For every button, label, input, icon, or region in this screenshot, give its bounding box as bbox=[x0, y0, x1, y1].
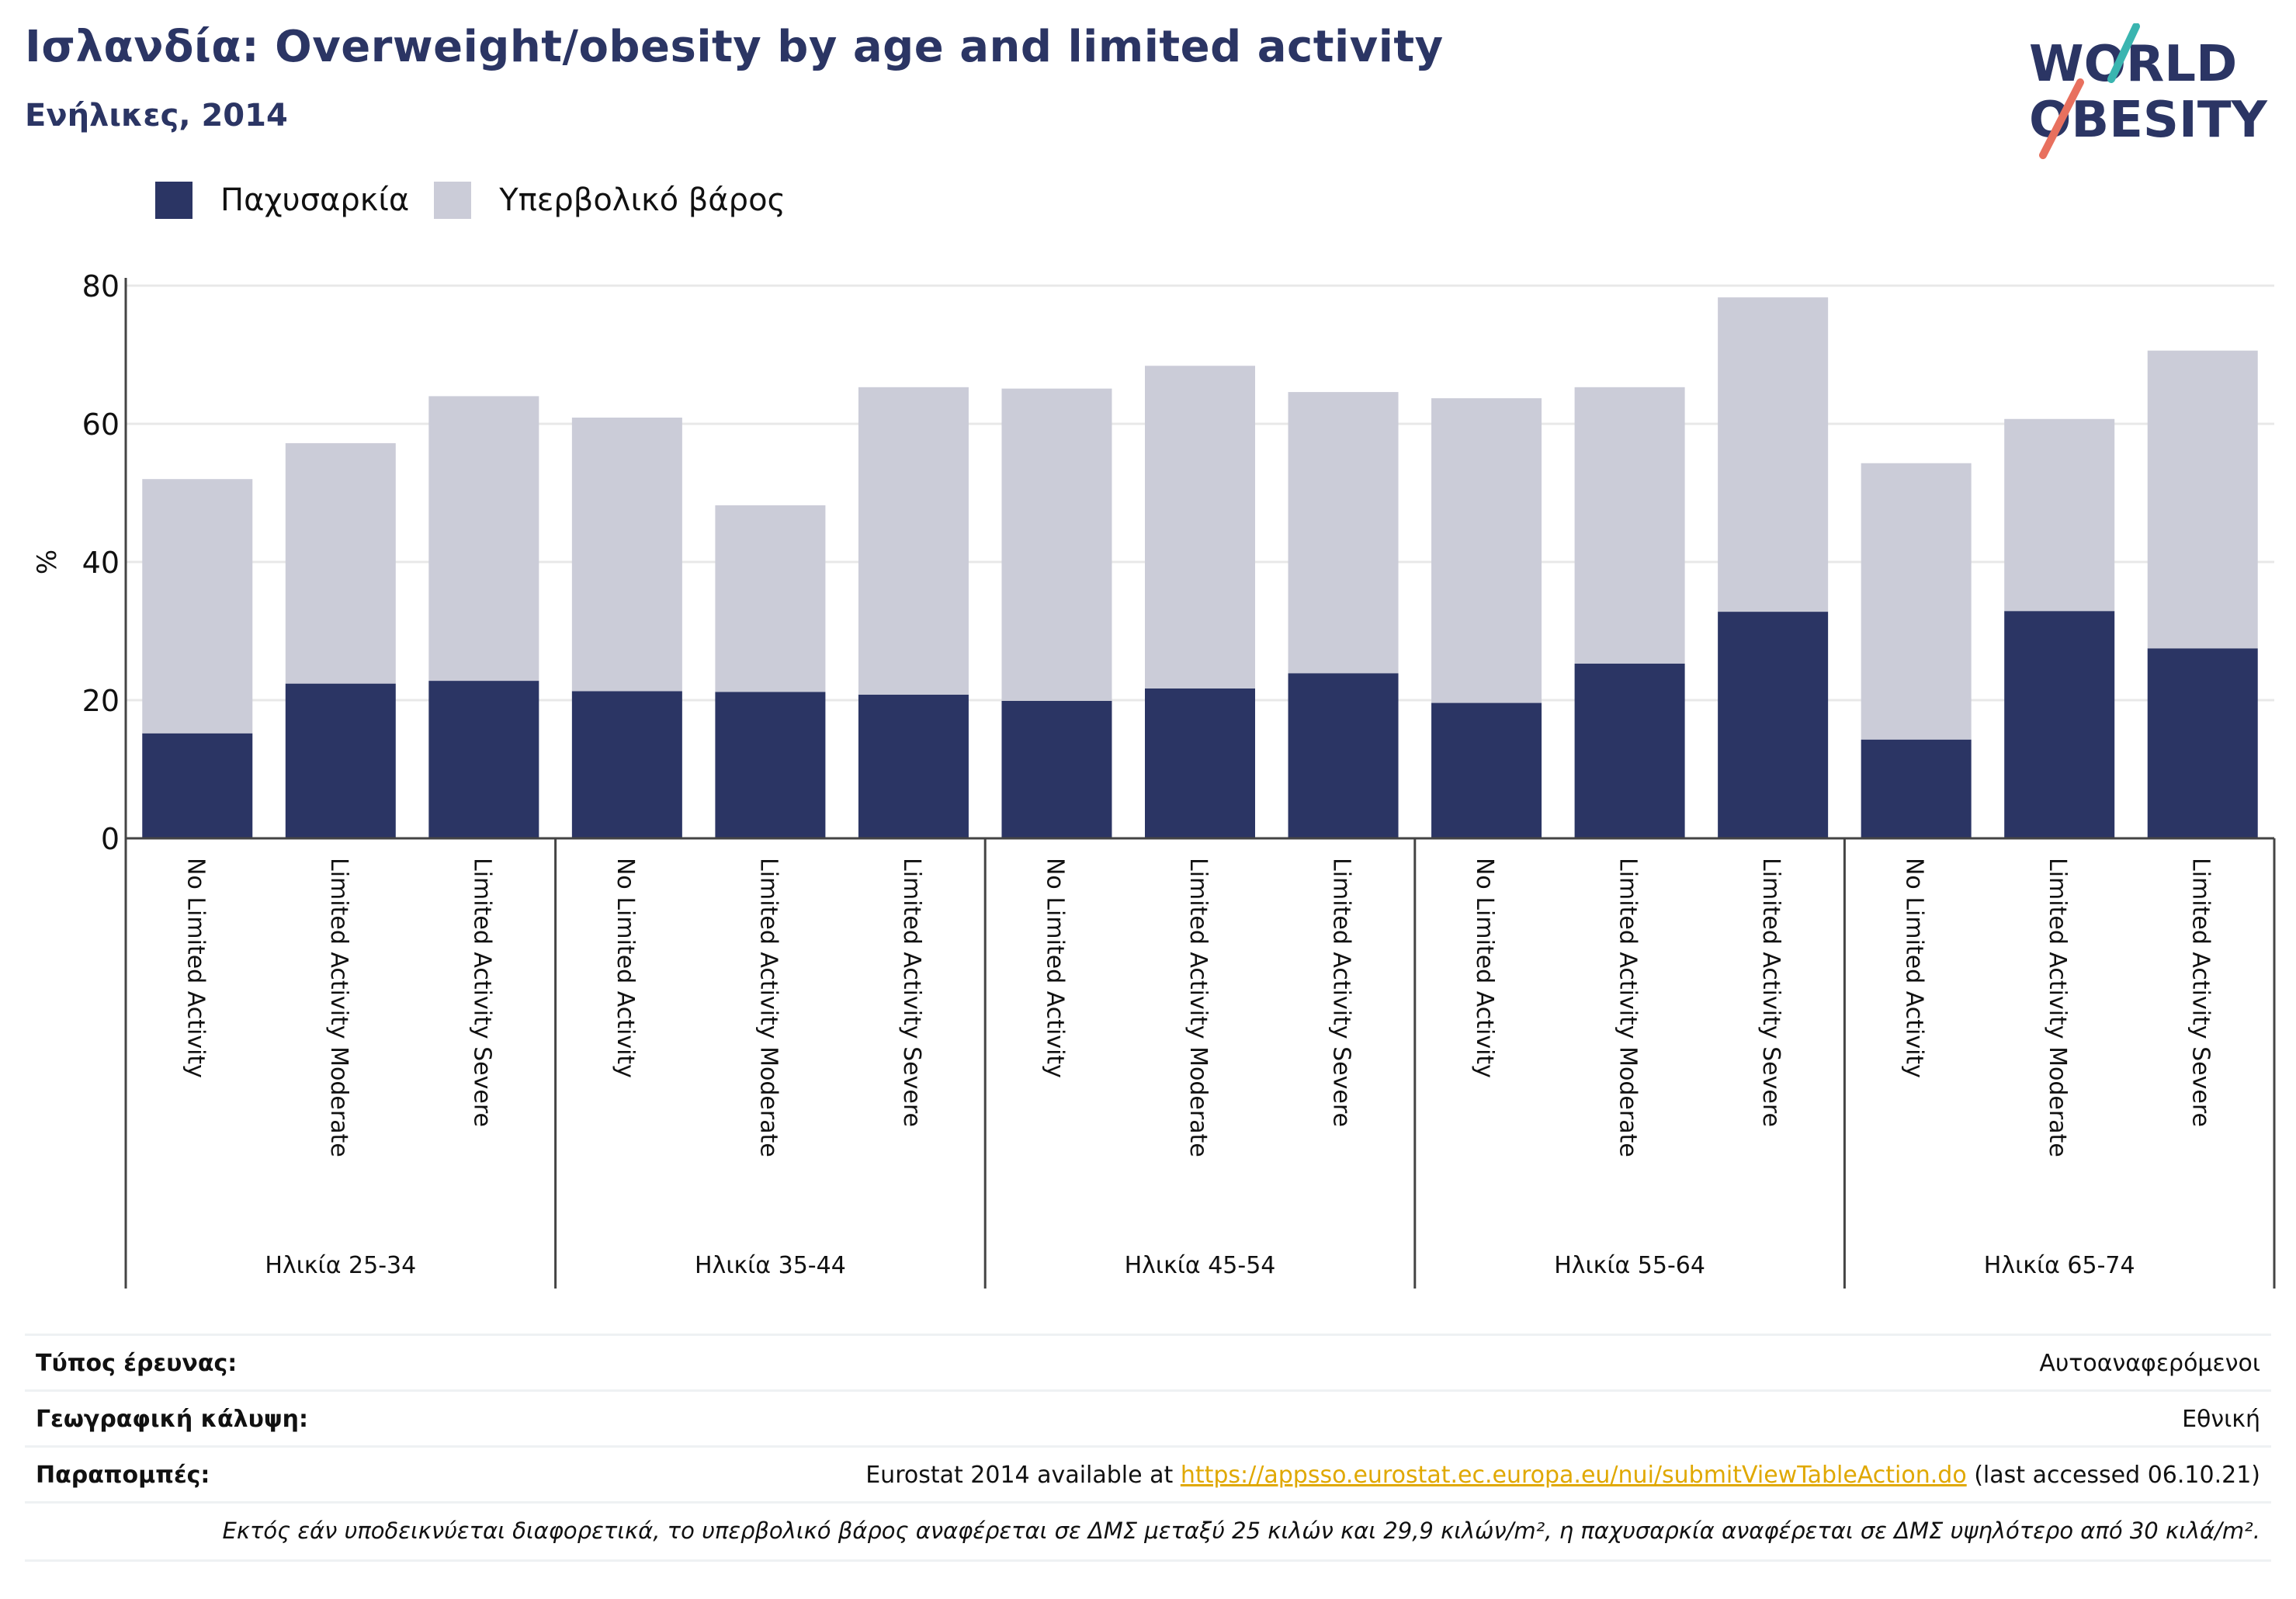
legend-item-obesity: Παχυσαρκία bbox=[155, 182, 409, 219]
info-row-note: Εκτός εάν υποδεικνύεται διαφορετικά, το … bbox=[25, 1501, 2271, 1562]
bar-overweight bbox=[1574, 387, 1685, 664]
bar-overweight bbox=[2147, 350, 2258, 649]
references-suffix: (last accessed 06.10.21) bbox=[1966, 1462, 2260, 1489]
chart-title: Ισλανδία: Overweight/obesity by age and … bbox=[25, 22, 1444, 72]
bar-obesity bbox=[285, 683, 396, 838]
legend-label-obesity: Παχυσαρκία bbox=[220, 182, 410, 218]
logo-slash-coral bbox=[2039, 78, 2084, 159]
info-row-coverage: Γεωγραφική κάλυψη: Εθνική bbox=[25, 1389, 2271, 1448]
x-tick-label: Limited Activity Moderate bbox=[1184, 858, 1212, 1157]
info-row-survey: Τύπος έρευνας: Αυτοαναφερόμενοι bbox=[25, 1334, 2271, 1392]
group-label: Ηλικία 55-64 bbox=[1554, 1252, 1705, 1279]
x-tick-label: No Limited Activity bbox=[1041, 858, 1068, 1078]
bar-overweight bbox=[571, 417, 682, 692]
bar-obesity bbox=[1288, 673, 1399, 838]
definition-note: Εκτός εάν υποδεικνύεται διαφορετικά, το … bbox=[222, 1517, 2261, 1544]
x-tick-label: Limited Activity Severe bbox=[1757, 858, 1784, 1127]
logo-slash-teal bbox=[2107, 23, 2140, 83]
legend: Παχυσαρκία Υπερβολικό βάρος bbox=[155, 177, 810, 224]
y-tick-label: 40 bbox=[82, 546, 120, 580]
x-tick-label: No Limited Activity bbox=[612, 858, 639, 1078]
bar-overweight bbox=[142, 479, 253, 734]
bar-obesity bbox=[428, 681, 539, 838]
x-tick-label: No Limited Activity bbox=[1901, 858, 1928, 1078]
chart-subtitle: Ενήλικες, 2014 bbox=[25, 98, 288, 134]
coverage-label: Γεωγραφική κάλυψη: bbox=[36, 1406, 309, 1433]
y-tick-label: 0 bbox=[101, 822, 120, 856]
stacked-bar-chart: 0 20 40 60 80% No Limited Activity Limited Act… bbox=[32, 269, 2276, 1289]
bar-obesity bbox=[1145, 688, 1255, 838]
x-tick-label: Limited Activity Moderate bbox=[1614, 858, 1642, 1157]
bar-overweight bbox=[1861, 463, 1972, 740]
legend-label-overweight: Υπερβολικό βάρος bbox=[499, 182, 786, 218]
x-tick-label: Limited Activity Moderate bbox=[325, 858, 352, 1157]
world-obesity-logo: WORLD OBESITY bbox=[2029, 23, 2267, 159]
x-tick-label: Limited Activity Moderate bbox=[754, 858, 782, 1157]
bar-obesity bbox=[1574, 663, 1685, 838]
bar-overweight bbox=[2004, 418, 2115, 612]
bar-overweight bbox=[715, 505, 826, 692]
bar-overweight bbox=[428, 396, 539, 682]
references-prefix: Eurostat 2014 available at bbox=[865, 1462, 1181, 1489]
y-tick-label: 20 bbox=[82, 684, 120, 718]
x-tick-label: Limited Activity Severe bbox=[468, 858, 495, 1127]
x-tick-label: Limited Activity Severe bbox=[2187, 858, 2214, 1127]
bar-obesity bbox=[1861, 739, 1972, 838]
bar-obesity bbox=[571, 691, 682, 838]
bar-obesity bbox=[142, 733, 253, 838]
group-label: Ηλικία 65-74 bbox=[1984, 1252, 2135, 1279]
bar-obesity bbox=[1431, 702, 1542, 838]
x-tick-label: Limited Activity Moderate bbox=[2044, 858, 2071, 1157]
bar-obesity bbox=[2004, 611, 2115, 838]
bar-overweight bbox=[1145, 366, 1255, 689]
bar-overweight bbox=[1431, 398, 1542, 703]
bar-obesity bbox=[1718, 612, 1829, 838]
y-axis-label: % bbox=[32, 550, 63, 574]
y-tick-label: 80 bbox=[82, 269, 120, 303]
bar-overweight bbox=[858, 387, 969, 695]
references-link[interactable]: https://appsso.eurostat.ec.europa.eu/nui… bbox=[1180, 1462, 1967, 1489]
coverage-value: Εθνική bbox=[2182, 1406, 2260, 1433]
x-tick-label: No Limited Activity bbox=[1471, 858, 1498, 1078]
bar-overweight bbox=[285, 442, 396, 684]
bar-obesity bbox=[858, 694, 969, 838]
group-label: Ηλικία 35-44 bbox=[695, 1252, 846, 1279]
legend-swatch-overweight bbox=[434, 182, 472, 219]
bar-overweight bbox=[1288, 392, 1399, 674]
info-row-references: Παραπομπές: Eurostat 2014 available at h… bbox=[25, 1445, 2271, 1504]
group-label: Ηλικία 45-54 bbox=[1125, 1252, 1276, 1279]
group-label: Ηλικία 25-34 bbox=[265, 1252, 416, 1279]
bar-obesity bbox=[1001, 700, 1112, 838]
y-tick-label: 60 bbox=[82, 408, 120, 442]
bar-obesity bbox=[715, 692, 826, 838]
x-tick-label: Limited Activity Severe bbox=[1328, 858, 1355, 1127]
x-tick-label: Limited Activity Severe bbox=[898, 858, 925, 1127]
survey-type-value: Αυτοαναφερόμενοι bbox=[2039, 1350, 2260, 1377]
bar-overweight bbox=[1001, 388, 1112, 701]
survey-type-label: Τύπος έρευνας: bbox=[36, 1350, 238, 1377]
bar-overweight bbox=[1718, 297, 1829, 612]
bar-obesity bbox=[2147, 648, 2258, 838]
logo-text-world: WORLD bbox=[2029, 36, 2237, 93]
references-label: Παραπομπές: bbox=[36, 1462, 210, 1489]
legend-item-overweight: Υπερβολικό βάρος bbox=[434, 182, 786, 219]
references-value: Eurostat 2014 available at https://appss… bbox=[865, 1462, 2260, 1489]
legend-swatch-obesity bbox=[155, 182, 192, 219]
x-tick-label: No Limited Activity bbox=[182, 858, 209, 1078]
